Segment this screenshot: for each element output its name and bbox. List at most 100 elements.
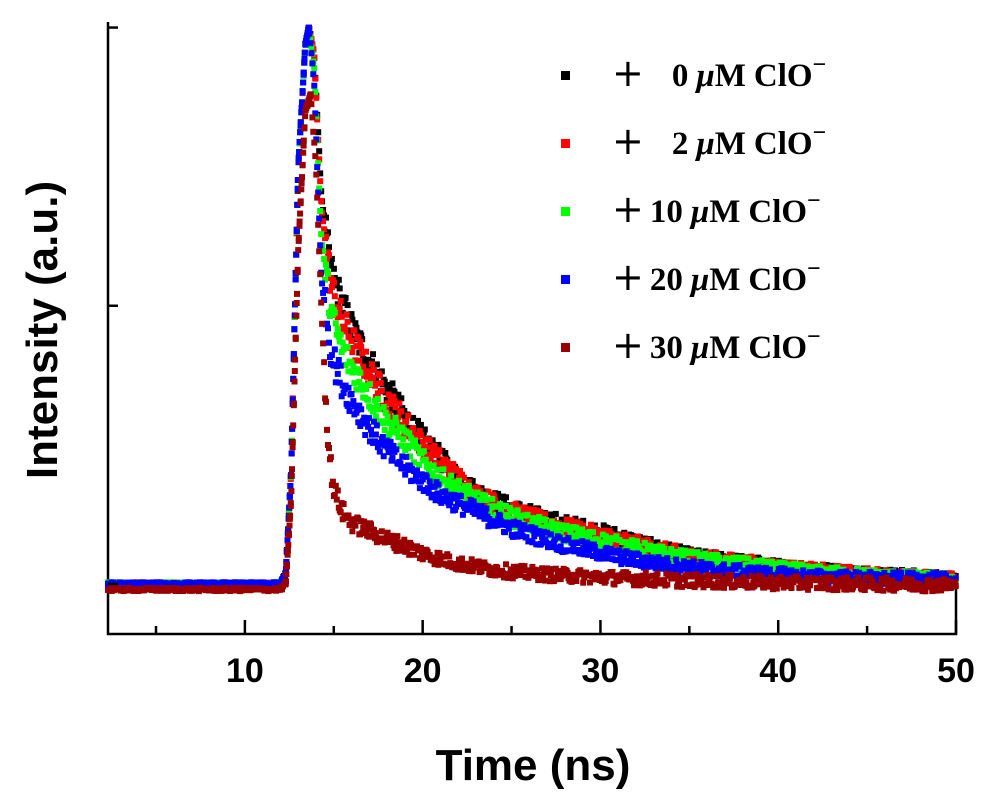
data-point xyxy=(407,453,414,460)
data-point xyxy=(426,478,433,485)
data-point xyxy=(444,494,451,501)
data-point xyxy=(635,543,642,550)
data-point xyxy=(446,553,453,560)
data-point xyxy=(574,540,581,546)
data-point xyxy=(572,515,579,522)
data-point xyxy=(321,359,328,366)
data-point xyxy=(300,79,307,86)
data-point xyxy=(336,285,343,292)
data-point xyxy=(709,551,716,558)
data-point xyxy=(453,503,460,510)
data-point xyxy=(923,581,930,588)
data-point xyxy=(625,539,632,546)
data-point xyxy=(324,426,330,433)
data-point xyxy=(285,526,292,533)
data-point xyxy=(333,496,340,503)
data-point xyxy=(547,572,554,578)
data-point xyxy=(421,443,428,450)
data-point xyxy=(423,473,430,480)
data-point xyxy=(680,558,687,565)
data-point xyxy=(665,560,672,567)
data-point xyxy=(285,532,292,539)
data-point xyxy=(455,566,461,573)
data-point xyxy=(597,548,604,555)
data-point xyxy=(483,496,490,503)
legend-label: +30 μM ClO− xyxy=(612,323,821,367)
data-point xyxy=(358,406,365,413)
data-point xyxy=(325,270,331,277)
data-point xyxy=(335,357,342,363)
data-point xyxy=(348,359,355,366)
data-point xyxy=(442,450,449,456)
data-point xyxy=(297,198,304,205)
legend-label: +10 μM ClO− xyxy=(612,187,821,231)
data-point xyxy=(386,431,393,438)
data-point xyxy=(299,174,305,181)
data-point xyxy=(459,486,466,493)
data-point xyxy=(287,483,294,489)
data-point xyxy=(612,572,619,579)
data-point xyxy=(320,218,327,225)
data-point xyxy=(478,568,485,575)
data-point xyxy=(457,468,463,474)
data-point xyxy=(654,570,661,577)
data-point xyxy=(831,577,838,584)
data-point xyxy=(380,453,387,460)
data-point xyxy=(385,387,392,393)
data-point xyxy=(370,351,376,358)
data-point xyxy=(514,533,521,540)
data-point xyxy=(536,528,543,535)
data-point xyxy=(678,547,684,554)
data-point xyxy=(337,331,344,338)
data-point xyxy=(289,444,296,451)
data-point xyxy=(650,579,657,586)
data-point xyxy=(450,479,457,486)
data-point xyxy=(604,555,611,562)
data-point xyxy=(371,418,377,425)
data-point xyxy=(329,478,336,485)
data-point xyxy=(309,114,316,121)
data-point xyxy=(390,442,397,449)
data-point xyxy=(788,585,795,591)
data-point xyxy=(323,261,329,268)
data-point xyxy=(371,366,377,373)
data-point xyxy=(635,577,642,584)
data-point xyxy=(286,493,293,500)
data-point xyxy=(840,575,847,582)
data-point xyxy=(305,24,312,31)
data-point xyxy=(728,551,735,558)
data-point xyxy=(817,578,824,585)
data-point xyxy=(296,139,303,146)
data-point xyxy=(403,453,410,460)
data-point xyxy=(287,512,294,519)
data-point xyxy=(750,567,757,573)
data-point xyxy=(823,581,830,588)
data-point xyxy=(453,465,460,472)
data-point xyxy=(426,437,433,443)
data-point xyxy=(634,538,640,545)
data-point xyxy=(552,510,559,517)
data-point xyxy=(491,503,498,510)
data-point xyxy=(364,373,371,380)
data-point xyxy=(313,94,320,101)
data-point xyxy=(317,178,324,185)
data-point xyxy=(331,346,338,353)
data-point xyxy=(392,414,399,421)
data-point xyxy=(436,493,443,500)
data-point xyxy=(362,432,369,438)
data-point xyxy=(381,378,388,385)
data-point xyxy=(494,522,501,529)
data-point xyxy=(417,545,424,551)
data-point xyxy=(389,532,396,539)
data-point xyxy=(317,208,324,214)
x-tick-label: 40 xyxy=(759,652,797,690)
data-point xyxy=(327,287,333,294)
data-point xyxy=(695,573,702,580)
data-point xyxy=(601,527,608,534)
data-point xyxy=(285,542,292,548)
data-point xyxy=(420,448,427,455)
data-point xyxy=(551,530,558,537)
legend-marker xyxy=(561,139,570,148)
data-point xyxy=(415,462,422,468)
data-point xyxy=(317,242,324,249)
